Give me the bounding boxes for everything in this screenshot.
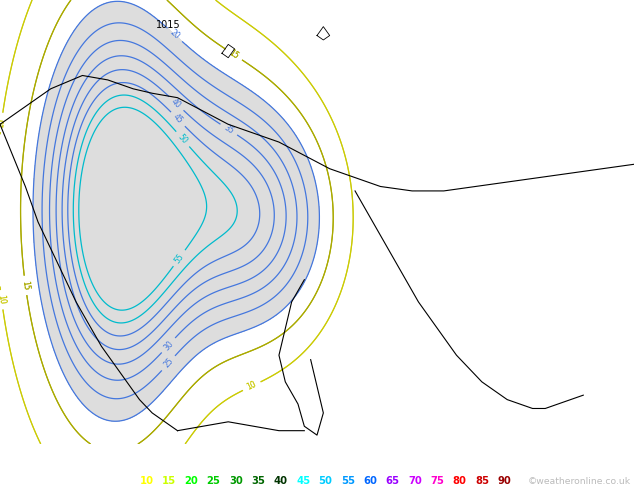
Text: 10: 10 [0,117,6,128]
Text: 80: 80 [453,476,467,486]
Text: 85: 85 [475,476,489,486]
Text: Mo 27-05-2024 03:00 UTC (12+63): Mo 27-05-2024 03:00 UTC (12+63) [456,446,631,456]
Text: ©weatheronline.co.uk: ©weatheronline.co.uk [527,477,631,486]
Text: 10: 10 [0,294,7,305]
Text: Surface pressure [hPa] ECMWF: Surface pressure [hPa] ECMWF [3,446,157,456]
Text: 65: 65 [385,476,399,486]
Text: 40: 40 [274,476,288,486]
Text: Isotachs 10m (km/h): Isotachs 10m (km/h) [3,476,106,486]
Text: 15: 15 [20,280,30,291]
Text: 50: 50 [176,132,190,146]
Text: 20: 20 [168,28,181,41]
Text: 50: 50 [318,476,332,486]
Text: 15: 15 [228,48,240,61]
Text: 90: 90 [498,476,511,486]
Text: 15: 15 [162,476,176,486]
Text: 45: 45 [296,476,310,486]
Text: 30: 30 [162,339,175,352]
Text: 40: 40 [170,97,183,110]
Text: 55: 55 [341,476,355,486]
Text: 75: 75 [430,476,444,486]
Text: 60: 60 [363,476,377,486]
Text: 30: 30 [229,476,243,486]
Text: 15: 15 [20,280,30,291]
Text: 1015: 1015 [156,20,180,30]
Text: 10: 10 [245,380,258,392]
Text: 45: 45 [171,113,184,126]
Text: 70: 70 [408,476,422,486]
Text: 10: 10 [0,294,7,305]
Text: 25: 25 [162,357,175,370]
Text: 20: 20 [184,476,198,486]
Text: 55: 55 [172,251,186,265]
Text: 10: 10 [0,117,6,128]
Text: 10: 10 [139,476,153,486]
Text: 15: 15 [228,48,240,61]
Text: 10: 10 [245,380,258,392]
Text: 35: 35 [251,476,265,486]
Text: 35: 35 [223,123,235,136]
Text: 25: 25 [207,476,221,486]
